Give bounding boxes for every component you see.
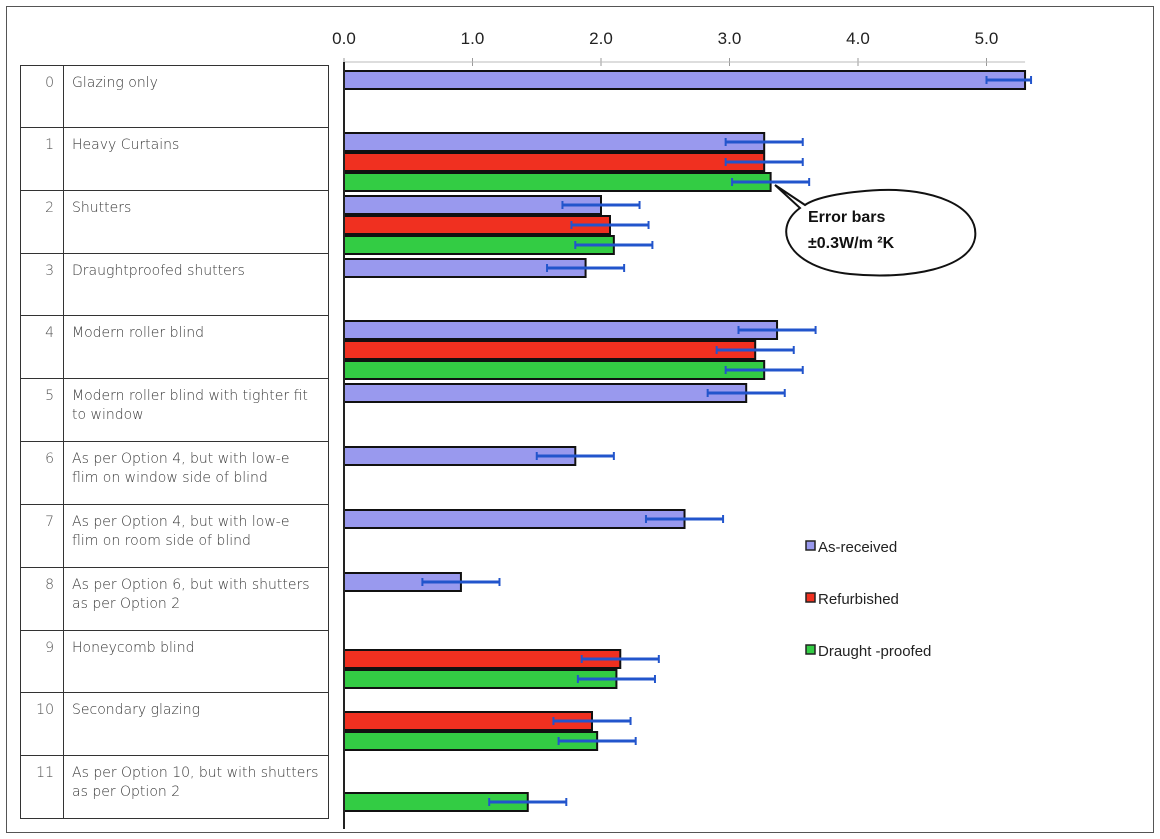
- bar-refurbished: [343, 215, 611, 235]
- callout-title: Error bars: [808, 209, 885, 226]
- table-row: 1 Heavy Curtains: [20, 127, 329, 191]
- bar-refurbished: [343, 340, 757, 360]
- bar-draught-proofed: [343, 235, 615, 255]
- legend-label: Draught -proofed: [818, 643, 931, 660]
- option-label: As per Option 10, but with shutters as p…: [63, 755, 329, 819]
- table-row: 4 Modern roller blind: [20, 315, 329, 379]
- x-tick-label: 0.0: [332, 29, 356, 48]
- table-row: 10 Secondary glazing: [20, 692, 329, 756]
- x-tick-label: 4.0: [846, 29, 870, 48]
- bar-as-received: [343, 509, 686, 529]
- table-row: 6 As per Option 4, but with low-e flim on…: [20, 441, 329, 505]
- table-row: 7 As per Option 4, but with low-e flim on…: [20, 504, 329, 568]
- option-label: As per Option 4, but with low-e flim on …: [63, 441, 329, 505]
- legend-label: Refurbished: [818, 591, 899, 608]
- option-label: Glazing only: [63, 65, 329, 128]
- bar-draught-proofed: [343, 360, 766, 380]
- option-label: As per Option 6, but with shutters as pe…: [63, 567, 329, 631]
- option-label: Honeycomb blind: [63, 630, 329, 693]
- x-tick-label: 3.0: [718, 29, 742, 48]
- table-row: 2 Shutters: [20, 190, 329, 254]
- bar-refurbished: [343, 152, 766, 172]
- bar-as-received: [343, 320, 779, 340]
- option-label: Heavy Curtains: [63, 127, 329, 191]
- bar-as-received: [343, 70, 1027, 90]
- legend-swatch: [805, 644, 816, 655]
- legend-label: As-received: [818, 539, 897, 556]
- table-row: 8 As per Option 6, but with shutters as p…: [20, 567, 329, 631]
- bar-as-received: [343, 132, 766, 152]
- option-number: 3: [20, 253, 64, 316]
- bar-as-received: [343, 383, 748, 403]
- option-number: 10: [20, 692, 64, 756]
- option-label: Shutters: [63, 190, 329, 254]
- options-table: 0 Glazing only 1 Heavy Curtains 2 Shutters 3 Dr…: [20, 65, 329, 819]
- option-number: 9: [20, 630, 64, 693]
- option-number: 8: [20, 567, 64, 631]
- option-label: Draughtproofed shutters: [63, 253, 329, 316]
- option-label: As per Option 4, but with low-e flim on …: [63, 504, 329, 568]
- callout-detail: ±0.3W/m ²K: [808, 235, 895, 252]
- table-row: 11 As per Option 10, but with shutters as…: [20, 755, 329, 819]
- bar-refurbished: [343, 649, 622, 669]
- legend-swatch: [805, 540, 816, 551]
- option-number: 6: [20, 441, 64, 505]
- option-label: Modern roller blind with tighter fit to …: [63, 378, 329, 442]
- bar-draught-proofed: [343, 669, 618, 689]
- callout-bubble: [774, 184, 977, 277]
- x-tick-label: 2.0: [589, 29, 613, 48]
- option-number: 1: [20, 127, 64, 191]
- legend-swatch: [805, 592, 816, 603]
- table-row: 5 Modern roller blind with tighter fit to…: [20, 378, 329, 442]
- table-row: 3 Draughtproofed shutters: [20, 253, 329, 316]
- option-label: Secondary glazing: [63, 692, 329, 756]
- option-number: 11: [20, 755, 64, 819]
- bar-draught-proofed: [343, 172, 772, 192]
- x-tick-label: 5.0: [975, 29, 999, 48]
- table-row: 9 Honeycomb blind: [20, 630, 329, 693]
- option-label: Modern roller blind: [63, 315, 329, 379]
- x-tick-label: 1.0: [461, 29, 485, 48]
